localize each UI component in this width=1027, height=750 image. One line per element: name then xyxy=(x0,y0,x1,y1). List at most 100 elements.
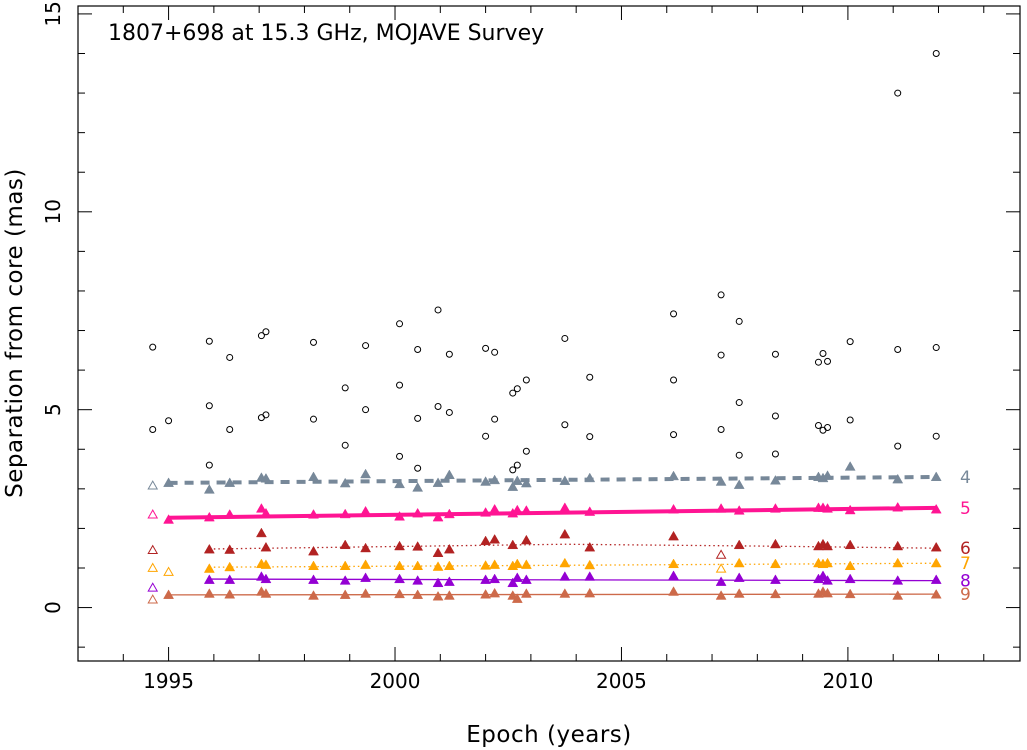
component-8-point xyxy=(394,573,405,584)
component-4-point xyxy=(668,470,679,481)
unassigned-point xyxy=(482,432,490,440)
component-9-point xyxy=(668,586,679,596)
component-5-point xyxy=(668,503,679,514)
unassigned-point xyxy=(257,332,265,340)
component-5-point xyxy=(443,508,455,519)
unassigned-point xyxy=(819,349,827,357)
unassigned-point xyxy=(362,406,370,414)
unassigned-point xyxy=(846,416,854,424)
component-5-point xyxy=(224,509,236,519)
component-5-point xyxy=(930,503,942,514)
component-4-point xyxy=(507,481,519,491)
component-6-point xyxy=(360,542,372,553)
fit-line-component-5 xyxy=(168,505,937,520)
component-7-point xyxy=(443,560,455,571)
component-4-point xyxy=(892,473,904,484)
component-8-point xyxy=(892,575,904,585)
unassigned-point xyxy=(205,337,213,345)
component-4-point xyxy=(412,482,424,492)
component-5-point xyxy=(394,511,405,521)
component-8-point xyxy=(443,576,455,586)
unassigned-point xyxy=(341,384,349,392)
data-markers xyxy=(147,49,942,604)
component-8-point xyxy=(668,570,679,580)
component-9-point xyxy=(339,589,351,599)
component-9-point xyxy=(892,590,904,600)
unassigned-point xyxy=(414,464,422,472)
unassigned-point xyxy=(670,376,678,384)
component-8-open-point xyxy=(147,582,159,592)
component-6-point xyxy=(255,527,267,538)
y-tick-label: 0 xyxy=(41,601,65,614)
component-4-point xyxy=(559,475,571,485)
component-7-point xyxy=(511,558,523,569)
unassigned-point xyxy=(396,452,404,460)
component-5-point xyxy=(360,505,372,516)
x-tick-label: 2010 xyxy=(822,669,873,693)
component-5-point xyxy=(822,503,833,513)
component-5-point xyxy=(432,511,444,522)
unassigned-point xyxy=(735,399,743,407)
unassigned-point xyxy=(894,346,902,354)
component-5-point xyxy=(412,507,424,518)
component-9-open-point xyxy=(147,594,159,604)
component-9-point xyxy=(511,593,523,603)
component-7-open-point xyxy=(163,566,174,576)
unassigned-point xyxy=(445,408,453,416)
unassigned-point xyxy=(932,49,940,57)
component-8-point xyxy=(930,574,942,584)
component-4-point xyxy=(520,477,532,488)
component-5-point xyxy=(844,504,856,515)
component-5-point xyxy=(520,505,532,515)
component-8-point xyxy=(844,573,856,584)
unassigned-point xyxy=(509,466,517,474)
component-4-point xyxy=(308,471,319,481)
unassigned-point xyxy=(561,334,569,342)
component-7-point xyxy=(822,557,833,568)
component-label-9: 9 xyxy=(960,585,971,605)
y-tick-label: 5 xyxy=(41,403,65,416)
component-7-point xyxy=(892,557,904,568)
component-5-open-point xyxy=(147,509,159,519)
unassigned-point xyxy=(205,402,213,410)
component-4-point xyxy=(224,477,236,487)
component-5-point xyxy=(260,507,272,518)
component-5-point xyxy=(584,506,596,516)
component-6-point xyxy=(412,541,424,551)
unassigned-point xyxy=(491,348,499,356)
component-8-point xyxy=(520,574,532,584)
axis-ticks: 1995 2000 2005 2010 0 5 10 15 xyxy=(41,1,1020,693)
component-6-point xyxy=(203,543,215,554)
component-8-point xyxy=(308,574,319,584)
component-label-6: 6 xyxy=(960,539,971,559)
component-4-point xyxy=(443,469,455,479)
y-tick-label: 10 xyxy=(41,199,65,224)
chart-title: 1807+698 at 15.3 GHz, MOJAVE Survey xyxy=(108,21,544,46)
component-5-point xyxy=(733,505,745,515)
component-9-point xyxy=(432,590,444,601)
component-4-point xyxy=(203,484,215,494)
unassigned-point xyxy=(814,422,822,430)
component-5-point xyxy=(480,507,492,517)
unassigned-point xyxy=(814,358,822,366)
component-7-point xyxy=(412,560,424,571)
component-7-point xyxy=(770,558,781,569)
unassigned-point xyxy=(226,425,234,433)
unassigned-point xyxy=(586,373,594,381)
component-label-4: 4 xyxy=(960,468,971,488)
component-4-open-point xyxy=(147,480,159,490)
component-label-5: 5 xyxy=(960,499,971,519)
unassigned-point xyxy=(341,441,349,449)
unassigned-point xyxy=(149,425,157,433)
unassigned-point xyxy=(513,385,521,393)
component-8-point xyxy=(203,574,215,584)
component-7-point xyxy=(360,559,372,569)
component-6-point xyxy=(559,528,571,539)
unassigned-point xyxy=(670,310,678,318)
component-6-point xyxy=(520,534,532,545)
component-5-point xyxy=(489,503,501,514)
component-6-point xyxy=(224,544,236,554)
component-6-point xyxy=(394,540,405,551)
component-4-point xyxy=(733,479,745,489)
component-4-point xyxy=(822,470,833,480)
